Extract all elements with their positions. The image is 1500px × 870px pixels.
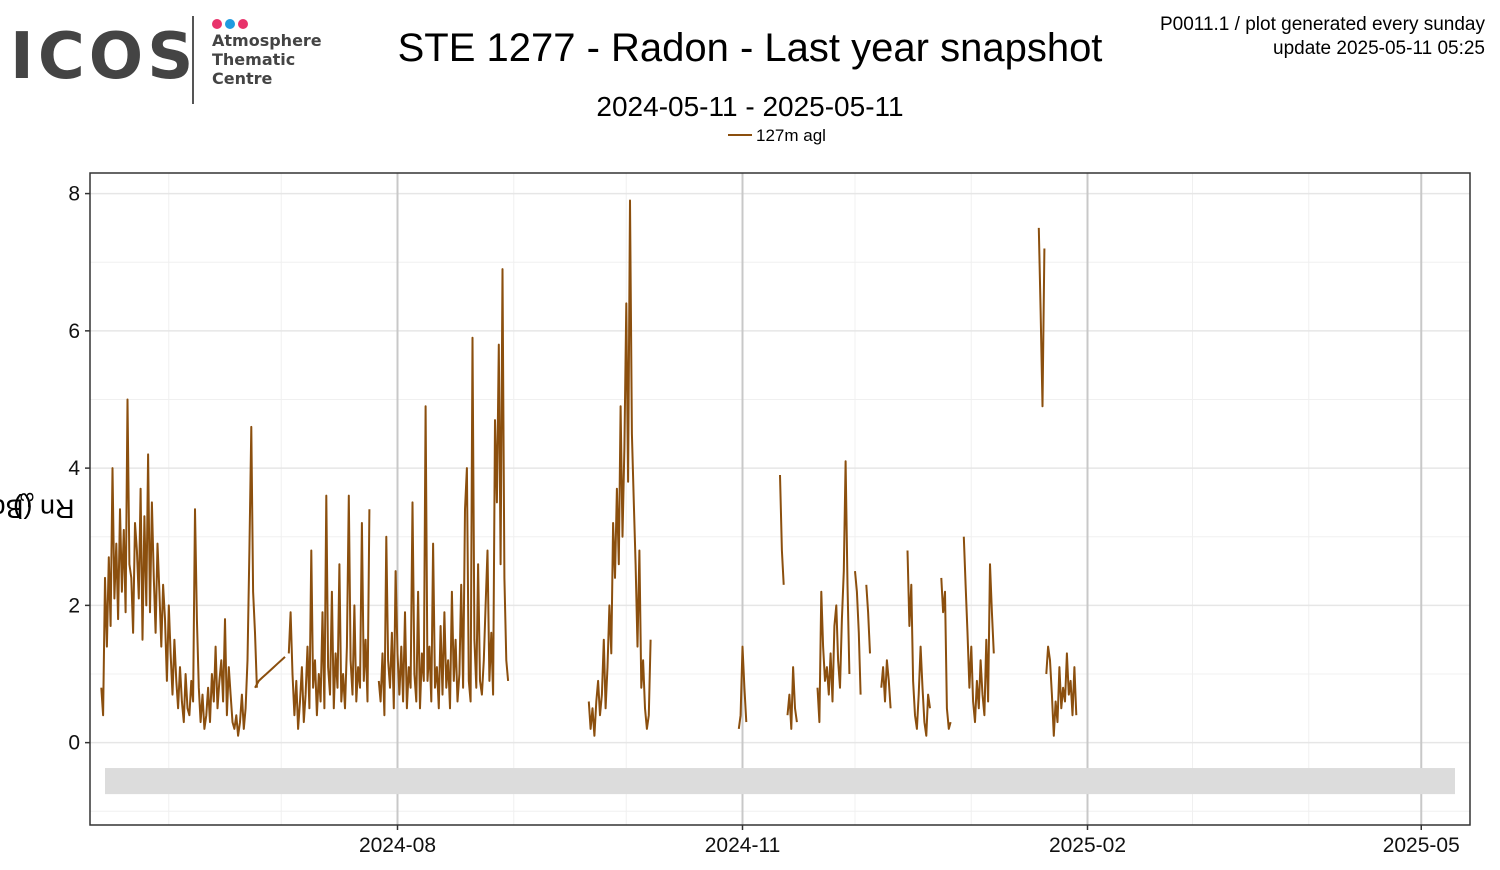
x-tick-label: 2024-08 [359, 834, 436, 857]
chart-title: STE 1277 - Radon - Last year snapshot [397, 26, 1103, 70]
icos-logo: ICOS Atmosphere Thematic Centre [10, 12, 330, 107]
series-line [880, 659, 892, 709]
series-line [377, 268, 510, 717]
logo-wordmark: ICOS [10, 20, 198, 94]
y-tick-label: 6 [68, 320, 80, 343]
series-line [100, 398, 258, 737]
logo-dot [238, 19, 248, 29]
x-tick-label: 2025-05 [1383, 834, 1460, 857]
logo-divider [192, 16, 194, 104]
panel-border [89, 172, 1471, 826]
series-line [906, 550, 931, 737]
logo-text: Atmosphere Thematic Centre [212, 31, 322, 88]
logo-line: Centre [212, 69, 273, 88]
logo-dot [225, 19, 235, 29]
logo-dot [212, 19, 222, 29]
series-line [816, 460, 851, 724]
x-tick-label: 2024-11 [705, 834, 781, 857]
plot-id-line: P0011.1 / plot generated every sunday [1160, 14, 1485, 35]
series-line [940, 577, 952, 730]
series-line [1037, 227, 1046, 408]
chart-subtitle: 2024-05-11 - 2025-05-11 [596, 91, 904, 122]
series-line [737, 645, 748, 730]
series-line [962, 536, 995, 724]
y-tick-label: 8 [68, 183, 80, 206]
legend-label: 127m agl [756, 126, 826, 145]
legend-swatch [728, 134, 752, 136]
plot-meta: P0011.1 / plot generated every sunday up… [1160, 13, 1485, 61]
series-line [254, 656, 286, 689]
flag-band [105, 768, 1455, 795]
series-line [779, 474, 785, 585]
y-tick-label: 2 [68, 594, 80, 617]
y-tick-label: 0 [68, 732, 80, 755]
update-line: update 2025-05-11 05:25 [1273, 38, 1485, 59]
series-line [854, 571, 862, 695]
series-line [287, 494, 371, 730]
series-line [865, 584, 871, 654]
logo-line: Atmosphere [212, 31, 322, 50]
x-tick-label: 2025-02 [1049, 834, 1126, 857]
series-line [1045, 645, 1078, 737]
y-tick-label: 4 [68, 457, 80, 480]
legend: 127m agl [728, 126, 826, 146]
logo-line: Thematic [212, 50, 296, 69]
series-line [587, 199, 652, 737]
series-line [786, 666, 798, 730]
logo-dots [212, 16, 251, 29]
